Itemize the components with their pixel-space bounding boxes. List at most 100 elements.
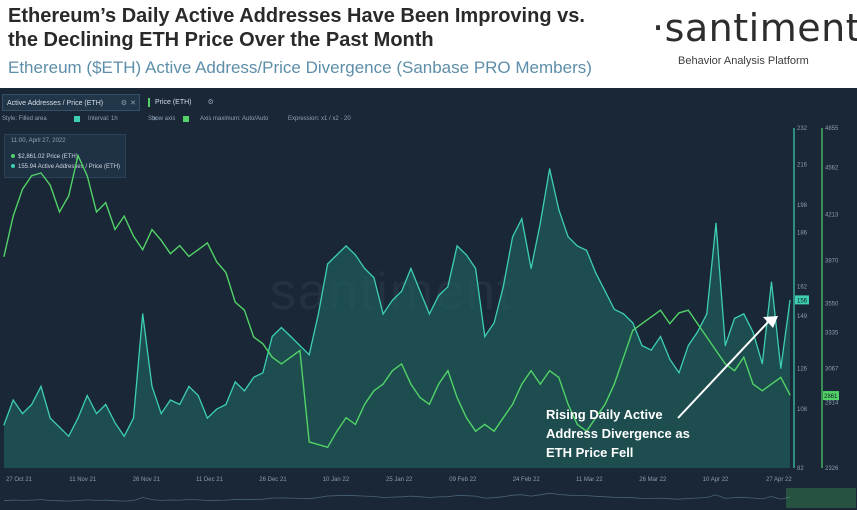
price-point — [484, 423, 486, 425]
ratio-point — [336, 254, 338, 256]
ratio-point — [151, 385, 153, 387]
price-point — [595, 417, 597, 419]
expression-field[interactable]: Expression: x1 / x2 · 20 — [288, 116, 351, 122]
interval-selector[interactable]: Interval: 1h — [88, 116, 118, 122]
price-point — [364, 403, 366, 405]
ratio-point — [604, 290, 606, 292]
settings-icon[interactable]: ⚙ — [120, 100, 127, 107]
price-point — [188, 255, 190, 257]
price-point — [715, 349, 717, 352]
ratio-series-line — [3, 168, 791, 438]
price-point — [327, 446, 329, 448]
price-point — [752, 383, 754, 385]
price-point — [539, 383, 541, 385]
annotation-arrowhead — [763, 316, 778, 328]
ratio-point — [659, 335, 662, 338]
style-selector[interactable]: Style: Filled area — [2, 116, 47, 122]
tab-label: Price (ETH) — [154, 99, 192, 106]
ratio-point — [752, 331, 754, 333]
tab-price[interactable]: Price (ETH) ⚙ ✕ — [144, 94, 224, 123]
ratio-point — [447, 286, 449, 288]
show-axis-checkbox[interactable] — [183, 116, 189, 124]
price-tick-label: 3067 — [825, 366, 839, 372]
ratio-point — [68, 435, 70, 437]
price-point — [354, 423, 356, 425]
ratio-point — [253, 376, 255, 378]
ratio-point — [687, 345, 689, 347]
tooltip-price: $2,861.02 Price (ETH) — [11, 154, 78, 160]
page-title: Ethereum’s Daily Active Addresses Have B… — [8, 5, 585, 51]
price-point — [724, 363, 726, 365]
ratio-point — [632, 322, 634, 324]
x-tick-label: 27 Apr 22 — [766, 477, 792, 483]
ratio-point — [234, 381, 236, 383]
price-point — [706, 336, 708, 338]
tooltip-date: 11:00, April 27, 2022 — [11, 138, 66, 144]
price-point — [382, 383, 384, 385]
ratio-point — [789, 299, 791, 301]
close-icon[interactable]: ✕ — [152, 116, 158, 123]
settings-icon[interactable]: ⚙ — [207, 99, 214, 106]
price-point — [438, 383, 440, 385]
price-point — [151, 228, 153, 231]
show-axis-toggle[interactable]: Show axis — [148, 116, 176, 122]
current-ratio-badge — [795, 295, 809, 305]
price-point — [401, 363, 403, 365]
price-point — [623, 356, 625, 358]
price-point — [95, 211, 98, 213]
price-point — [31, 175, 33, 177]
ratio-point — [345, 245, 347, 247]
ratio-tick-label: 162 — [797, 285, 808, 291]
price-point — [576, 423, 578, 425]
price-point — [49, 184, 51, 186]
price-point — [696, 323, 699, 325]
price-point — [197, 249, 199, 251]
current-price-label: 2861 — [824, 394, 838, 400]
ratio-point — [780, 367, 782, 369]
ratio-point — [641, 345, 643, 347]
price-tick-label: 3870 — [825, 258, 839, 264]
close-icon[interactable]: ✕ — [130, 100, 136, 107]
ratio-point — [706, 313, 708, 315]
price-point — [502, 417, 504, 419]
price-point — [299, 349, 301, 352]
price-point — [271, 356, 273, 358]
navigator-window — [786, 488, 856, 508]
price-point — [280, 363, 282, 365]
price-point — [179, 245, 181, 247]
ratio-point — [243, 390, 245, 392]
ratio-point — [715, 222, 717, 224]
ratio-point — [613, 308, 615, 310]
x-tick-label: 11 Mar 22 — [576, 477, 603, 483]
x-tick-label: 11 Dec 21 — [196, 477, 224, 483]
tab-active-addresses-price[interactable]: Active Addresses / Price (ETH) ⚙ ✕ — [2, 94, 140, 111]
ratio-point — [21, 413, 24, 415]
price-series-line — [3, 153, 791, 449]
ratio-point — [493, 322, 495, 324]
ratio-point — [502, 286, 504, 288]
ratio-point — [114, 422, 116, 424]
ratio-point — [456, 245, 458, 247]
ratio-point — [12, 399, 14, 401]
tooltip: 11:00, April 27, 2022 $2,861.02 Price (E… — [4, 134, 126, 178]
ratio-point — [86, 394, 88, 397]
price-tick-label: 4213 — [825, 212, 839, 218]
x-tick-label: 26 Dec 21 — [259, 477, 287, 483]
ratio-point — [419, 290, 421, 292]
ratio-point — [595, 272, 597, 274]
ratio-tick-label: 186 — [797, 230, 808, 236]
price-point — [216, 261, 218, 263]
price-point — [206, 242, 208, 244]
ratio-point — [169, 399, 171, 401]
color-swatch[interactable] — [74, 116, 80, 124]
ratio-point — [382, 313, 384, 315]
price-point — [123, 215, 125, 217]
price-point — [743, 356, 745, 358]
ratio-point — [549, 168, 551, 170]
ratio-point — [724, 345, 726, 347]
price-point — [21, 188, 24, 190]
price-point — [225, 271, 227, 274]
price-point — [58, 211, 61, 213]
axis-max-selector[interactable]: Axis maximum: Auto/Auto — [200, 116, 269, 122]
price-point — [650, 316, 652, 318]
